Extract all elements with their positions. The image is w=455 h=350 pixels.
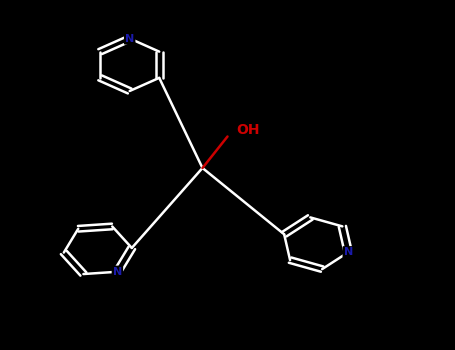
Text: N: N	[113, 267, 122, 277]
Text: OH: OH	[237, 122, 260, 136]
Text: N: N	[344, 247, 353, 257]
Text: N: N	[125, 34, 134, 43]
